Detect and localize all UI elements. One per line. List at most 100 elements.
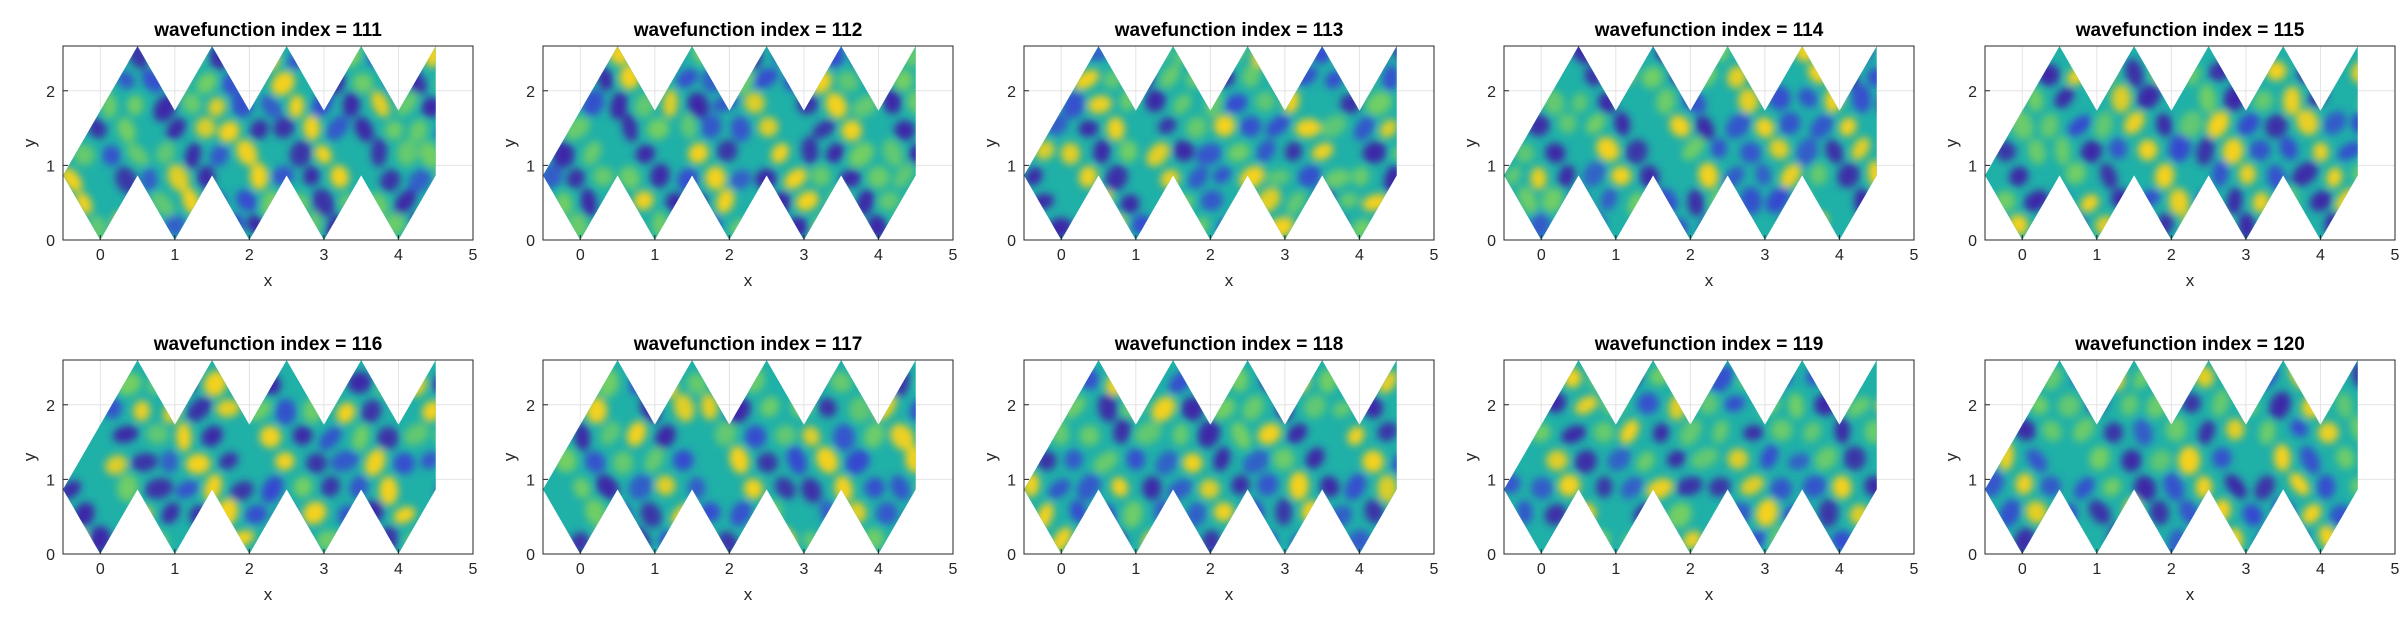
field-lobe — [1876, 394, 1877, 414]
field-lobe — [863, 422, 885, 448]
field-lobe — [352, 72, 374, 94]
field-lobe — [2279, 136, 2298, 161]
field-lobe — [1780, 163, 1802, 188]
field-lobe — [2302, 503, 2322, 524]
field-lobe — [141, 215, 157, 238]
field-lobe — [1393, 184, 1397, 215]
field-lobe — [2224, 474, 2247, 499]
field-lobe — [2350, 415, 2358, 443]
field-lobe — [753, 68, 779, 89]
axes-box — [1503, 45, 1915, 241]
field-lobe — [543, 212, 563, 237]
field-lobe — [169, 69, 187, 91]
x-tick-label: 2 — [725, 247, 734, 264]
field-lobe — [435, 215, 459, 243]
field-lobe — [1504, 63, 1519, 86]
field-lobe — [799, 46, 822, 64]
field-lobe — [1837, 163, 1860, 188]
field-lobe — [1297, 165, 1322, 188]
field-lobe — [2136, 84, 2161, 109]
field-lobe — [403, 423, 430, 446]
field-lobe — [219, 452, 239, 470]
field-lobe — [1079, 425, 1100, 447]
field-lobe — [433, 472, 463, 507]
field-lobe — [1708, 477, 1731, 497]
field-lobe — [1240, 216, 1261, 236]
field-lobe — [63, 68, 81, 97]
field-lobe — [1151, 396, 1176, 422]
x-axis-label: x — [2186, 585, 2195, 604]
field-lobe — [2015, 365, 2032, 391]
y-axis-label: y — [981, 138, 1000, 147]
field-lobe — [195, 117, 216, 139]
field-lobe — [1558, 164, 1575, 188]
field-lobe — [1727, 65, 1747, 89]
field-lobe — [810, 165, 832, 187]
field-lobe — [2326, 167, 2343, 188]
field-lobe — [1080, 529, 1100, 549]
field-lobe — [2134, 475, 2157, 502]
x-tick-label: 3 — [1280, 561, 1289, 578]
y-tick-label: 0 — [526, 233, 535, 250]
field-lobe — [1600, 187, 1618, 211]
field-lobe — [801, 136, 819, 165]
field-lobe — [2043, 528, 2061, 549]
x-tick-label: 0 — [576, 561, 585, 578]
field-lobe — [757, 452, 778, 473]
x-tick-label: 5 — [469, 561, 478, 578]
field-lobe — [1344, 473, 1367, 501]
y-axis-label: y — [1461, 452, 1480, 461]
field-lobe — [1530, 166, 1547, 190]
field-lobe — [1173, 140, 1195, 162]
field-lobe — [1680, 366, 1702, 390]
field-lobe — [2317, 422, 2339, 444]
field-lobe — [379, 476, 399, 506]
field-lobe — [2179, 110, 2203, 139]
field-lobe — [1843, 446, 1866, 471]
field-lobe — [633, 190, 654, 210]
x-tick-label: 5 — [469, 247, 478, 264]
field-lobe — [1231, 475, 1250, 495]
field-lobe — [1242, 64, 1261, 88]
field-lobe — [852, 46, 870, 69]
field-lobe — [918, 114, 947, 145]
field-lobe — [1504, 215, 1521, 240]
field-lobe — [1279, 46, 1306, 61]
field-lobe — [662, 89, 678, 118]
wavefunction-field — [1985, 360, 2358, 554]
field-lobe — [2134, 529, 2154, 553]
field-lobe — [436, 73, 457, 94]
field-lobe — [167, 164, 190, 192]
field-lobe — [612, 451, 634, 475]
field-lobe — [566, 168, 585, 189]
x-axis-label: x — [264, 271, 273, 290]
field-lobe — [2264, 114, 2288, 139]
x-tick-label: 4 — [2316, 561, 2325, 578]
field-lobe — [1653, 423, 1670, 443]
subplot-title: wavefunction index = 114 — [1594, 20, 1824, 41]
field-lobe — [1087, 95, 1112, 114]
field-lobe — [1111, 477, 1129, 497]
x-tick-label: 4 — [1355, 561, 1364, 578]
field-lobe — [1365, 91, 1393, 116]
field-lobe — [1802, 421, 1822, 443]
y-tick-label: 2 — [1007, 398, 1016, 415]
field-lobe — [1256, 139, 1276, 163]
field-lobe — [2352, 361, 2358, 388]
field-lobe — [700, 393, 718, 421]
field-lobe — [1887, 477, 1914, 499]
field-lobe — [330, 165, 349, 189]
field-lobe — [447, 498, 472, 528]
field-lobe — [1698, 162, 1719, 189]
field-lobe — [714, 420, 737, 447]
y-axis-label: y — [981, 452, 1000, 461]
field-lobe — [141, 167, 157, 192]
y-tick-label: 2 — [1007, 84, 1016, 101]
axes-box — [62, 359, 474, 555]
field-lobe — [1325, 70, 1344, 89]
